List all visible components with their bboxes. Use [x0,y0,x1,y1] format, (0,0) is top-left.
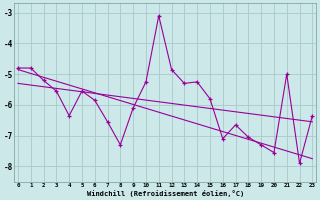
X-axis label: Windchill (Refroidissement éolien,°C): Windchill (Refroidissement éolien,°C) [86,190,244,197]
